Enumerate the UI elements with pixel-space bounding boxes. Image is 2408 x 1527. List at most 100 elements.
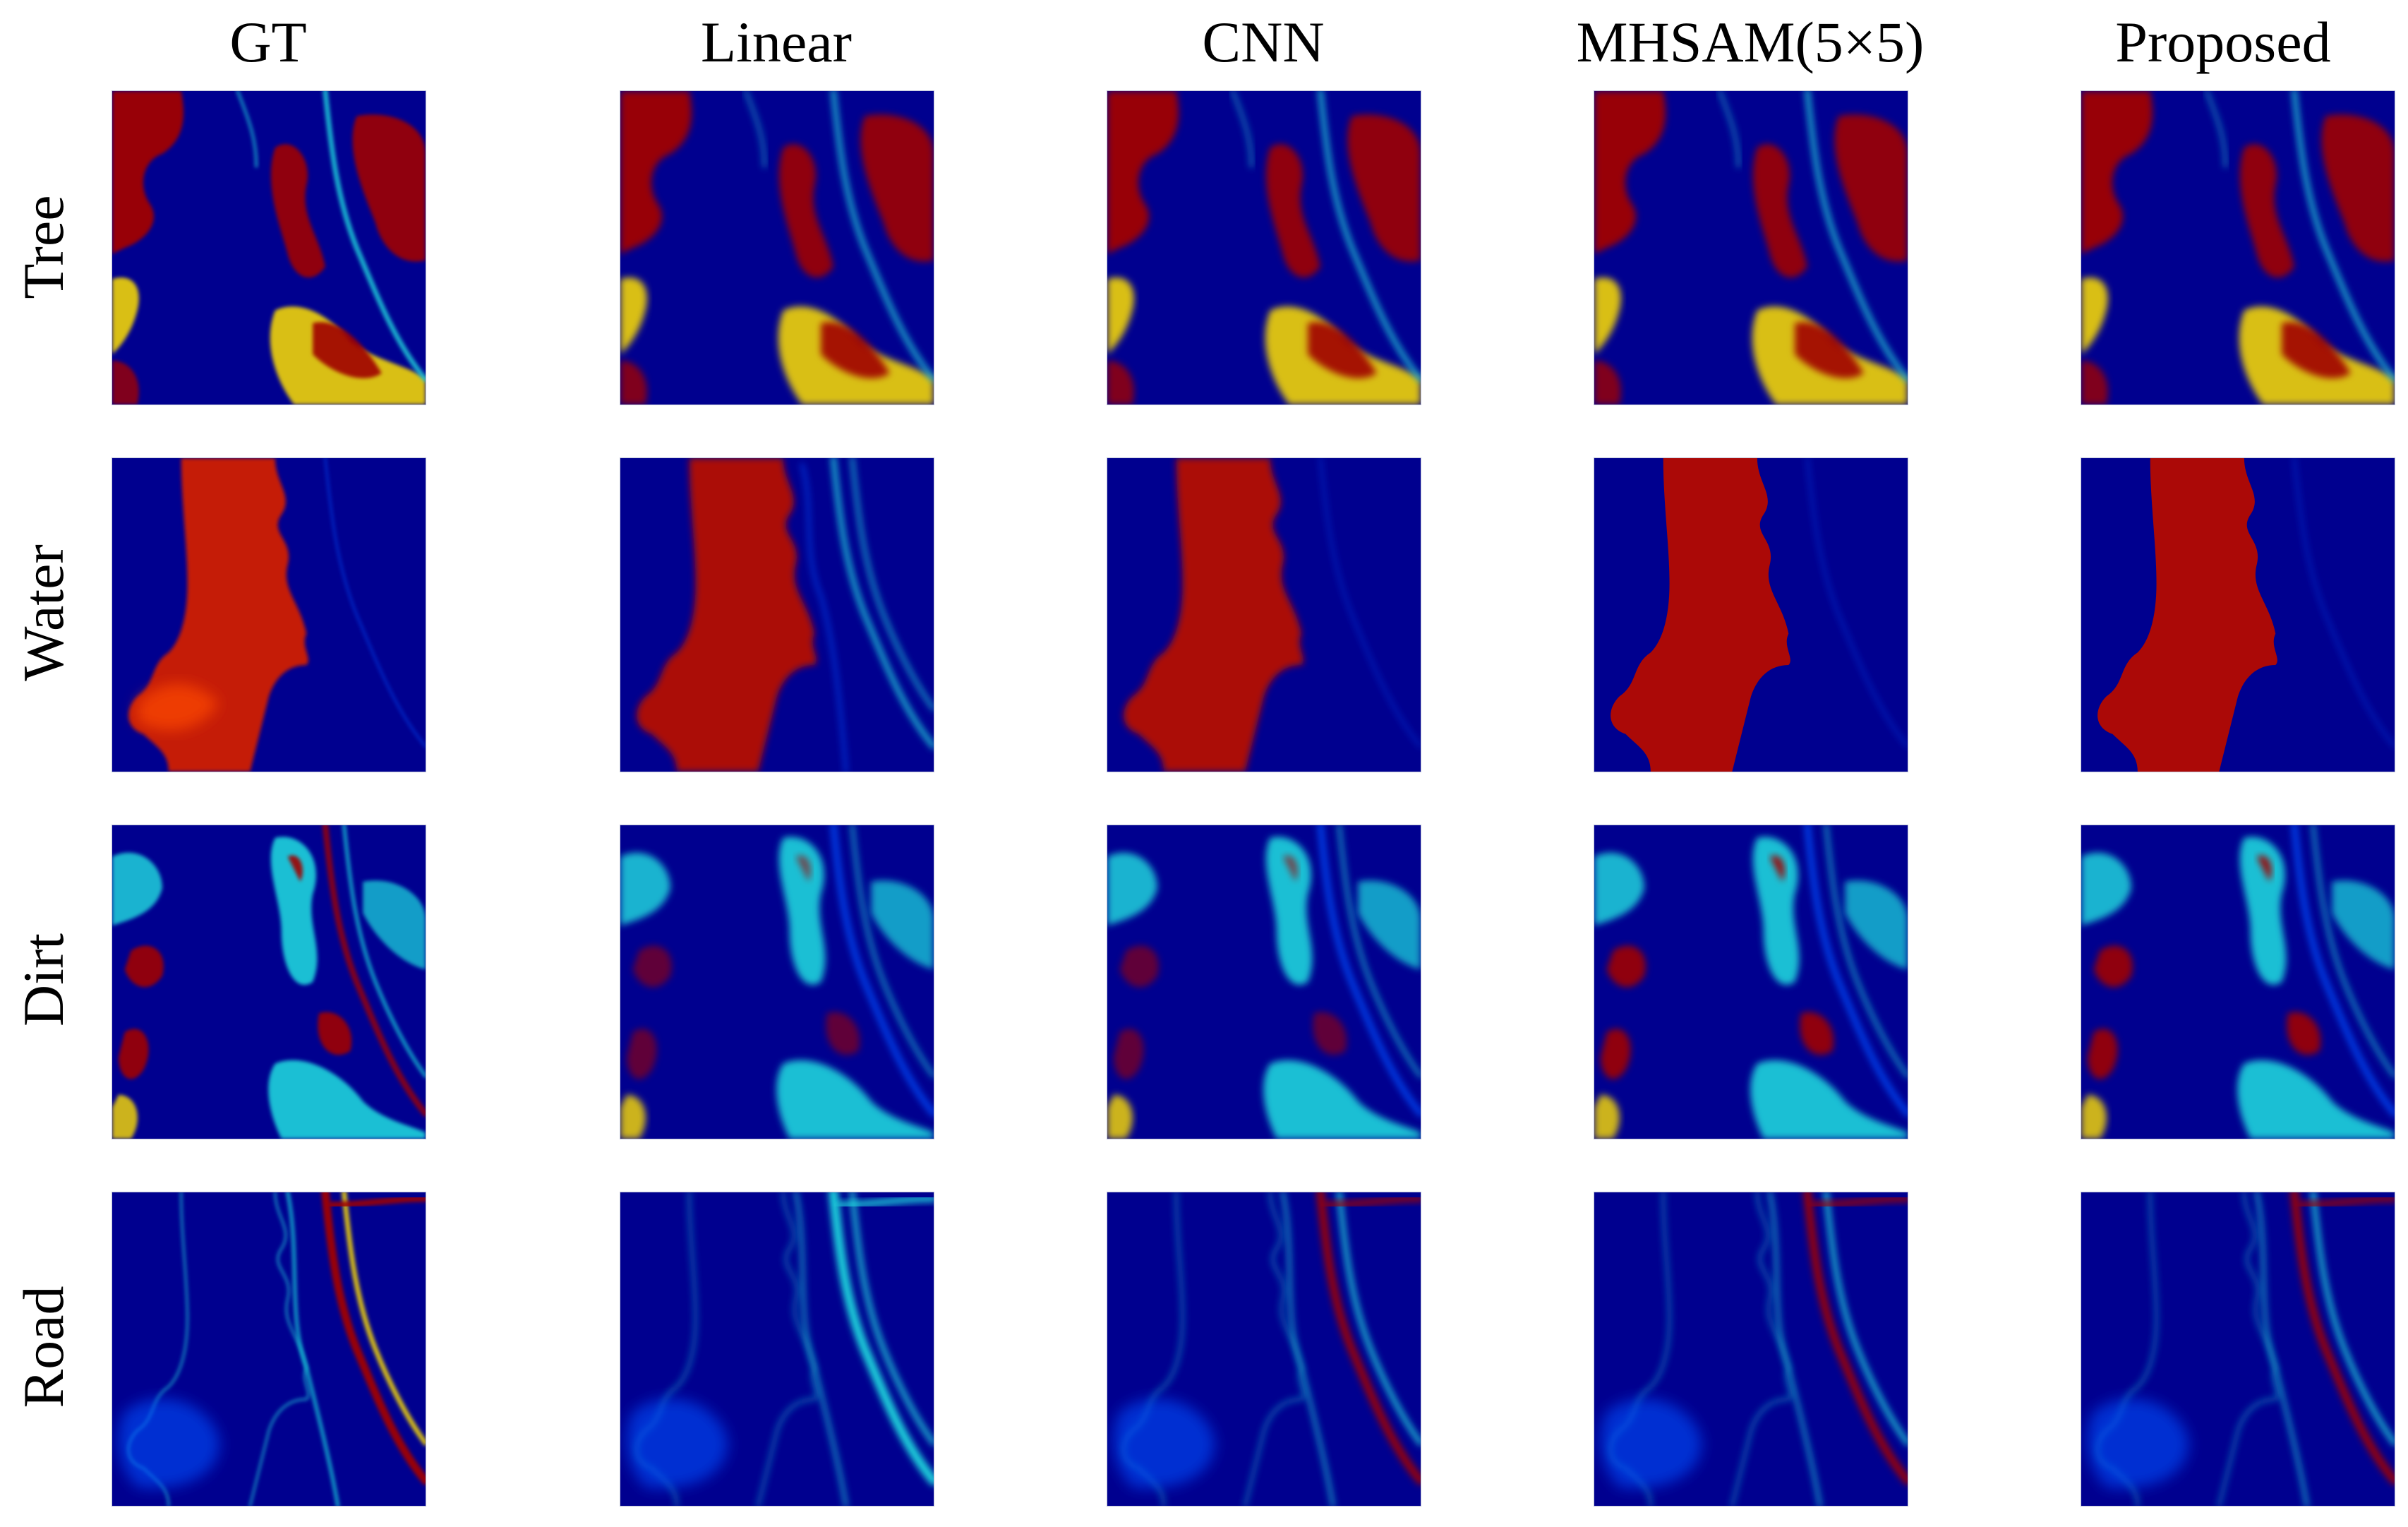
column-header-mhsam: MHSAM(5×5) xyxy=(1576,10,1925,74)
tree-river-trace xyxy=(1231,91,1253,168)
column-header-cnn: CNN xyxy=(1202,10,1325,74)
column-header-linear: Linear xyxy=(701,10,852,74)
dirt-patch-bottom xyxy=(1750,1060,1908,1139)
tree-road-trace xyxy=(323,91,426,383)
abundance-map-road-mhsam xyxy=(1594,1192,1908,1507)
tree-river-trace xyxy=(1718,91,1740,168)
tree-patch-center xyxy=(778,144,833,278)
dirt-hot-lower xyxy=(1313,1012,1347,1055)
tree-patch-left xyxy=(620,91,692,254)
road-main-curve xyxy=(321,1192,426,1485)
dirt-patch-left-low xyxy=(1600,1029,1631,1079)
abundance-map-dirt-cnn xyxy=(1107,825,1421,1139)
abundance-map-image xyxy=(1611,458,1908,772)
road-second-curve xyxy=(850,1192,934,1446)
abundance-map-image xyxy=(1594,91,1908,405)
dirt-patch-left-low xyxy=(1113,1029,1144,1079)
abundance-map-image xyxy=(118,1192,426,1506)
tree-patch-right xyxy=(352,114,426,262)
tree-patch-left-bottom xyxy=(1107,360,1134,405)
dirt-road-trace xyxy=(1804,825,1908,1117)
tree-river-trace xyxy=(2205,91,2227,168)
dirt-patch-left-mid xyxy=(2093,945,2133,988)
tree-road-trace xyxy=(831,91,934,383)
tree-patch-right xyxy=(1834,114,1908,262)
column-header-proposed: Proposed xyxy=(2115,10,2331,74)
dirt-patch-left-top xyxy=(1594,852,1645,926)
road-noise-patch xyxy=(118,1399,219,1489)
abundance-map-image xyxy=(637,458,934,772)
water-road-faint xyxy=(324,458,426,748)
tree-patch-left-low xyxy=(1107,277,1134,354)
dirt-hot-lower xyxy=(2287,1012,2321,1055)
road-side-track xyxy=(285,1192,340,1506)
abundance-map-tree-cnn xyxy=(1107,90,1421,405)
road-side-track xyxy=(2254,1192,2309,1506)
water-road-faint xyxy=(1319,458,1421,748)
dirt-patch-left-mid xyxy=(124,945,164,988)
road-noise-patch xyxy=(1113,1399,1215,1489)
dirt-road-trace xyxy=(830,825,934,1117)
water-road-faint xyxy=(2293,458,2395,748)
tree-road-trace xyxy=(2292,91,2395,383)
abundance-map-image xyxy=(1594,825,1908,1139)
tree-patch-left-bottom xyxy=(2081,360,2108,405)
tree-patch-center xyxy=(2239,144,2294,278)
tree-river-trace xyxy=(236,91,258,168)
row-label-road: Road xyxy=(11,1286,76,1408)
road-main-curve xyxy=(2290,1192,2395,1485)
water-river-body xyxy=(1124,458,1304,772)
dirt-patch-left-low xyxy=(118,1029,149,1079)
dirt-patch-left-top xyxy=(2081,852,2132,926)
road-noise-patch xyxy=(2087,1399,2189,1489)
water-river-body xyxy=(637,458,817,772)
dirt-patch-left-bottom xyxy=(620,1094,646,1139)
dirt-road-trace-2 xyxy=(2311,825,2395,1078)
road-noise-patch xyxy=(626,1399,728,1489)
road-side-track xyxy=(1767,1192,1822,1506)
dirt-road-trace-2 xyxy=(1824,825,1908,1078)
dirt-patch-right xyxy=(2332,880,2395,970)
water-road-trace-2 xyxy=(850,458,934,711)
dirt-road-trace xyxy=(322,825,426,1117)
tree-road-trace xyxy=(1805,91,1908,383)
dirt-patch-left-mid xyxy=(632,945,672,988)
water-road-faint xyxy=(1806,458,1908,748)
tree-patch-left xyxy=(2081,91,2153,254)
row-label-water: Water xyxy=(11,544,76,681)
tree-patch-bottom-core xyxy=(2282,322,2351,378)
road-top-branch xyxy=(836,1195,934,1209)
tree-patch-right xyxy=(2321,114,2395,262)
abundance-map-dirt-mhsam xyxy=(1594,825,1908,1139)
road-main-curve xyxy=(1316,1192,1421,1485)
dirt-hot-center xyxy=(1769,855,1785,882)
dirt-patch-center xyxy=(1752,837,1800,986)
dirt-road-trace xyxy=(1317,825,1421,1117)
dirt-patch-bottom xyxy=(2237,1060,2395,1139)
dirt-patch-left-mid xyxy=(1606,945,1646,988)
tree-patch-left-low xyxy=(112,277,139,354)
road-second-curve xyxy=(2311,1192,2395,1446)
tree-patch-left-low xyxy=(2081,277,2108,354)
abundance-map-image xyxy=(1107,91,1421,405)
road-noise-patch xyxy=(1600,1399,1702,1489)
tree-patch-left xyxy=(112,91,184,254)
tree-patch-center xyxy=(1265,144,1320,278)
water-channel-trace xyxy=(800,462,848,772)
dirt-hot-center xyxy=(795,855,811,882)
abundance-map-image xyxy=(2097,458,2395,772)
abundance-map-image xyxy=(128,458,426,772)
road-second-curve xyxy=(1824,1192,1908,1446)
road-main-curve xyxy=(1803,1192,1908,1485)
dirt-patch-left-top xyxy=(1107,852,1158,926)
abundance-map-water-cnn xyxy=(1107,457,1421,772)
dirt-road-trace-2 xyxy=(1337,825,1421,1078)
road-top-branch xyxy=(328,1195,426,1209)
dirt-patch-left-bottom xyxy=(2081,1094,2107,1139)
water-river-body xyxy=(2097,458,2277,772)
dirt-patch-bottom xyxy=(776,1060,934,1139)
abundance-map-image xyxy=(626,1192,934,1506)
tree-patch-right xyxy=(1347,114,1421,262)
abundance-map-dirt-proposed xyxy=(2081,825,2395,1139)
tree-river-trace xyxy=(744,91,766,168)
